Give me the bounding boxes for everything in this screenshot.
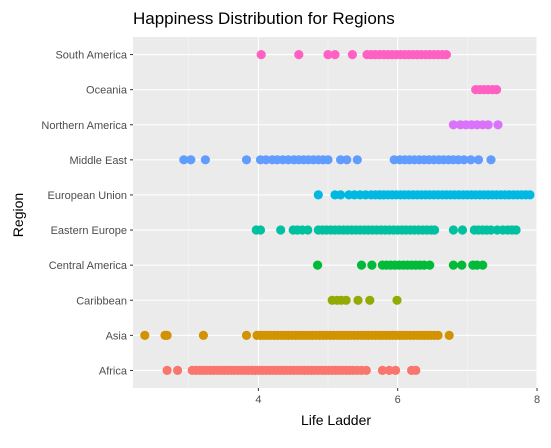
data-point	[186, 155, 196, 165]
data-point	[241, 330, 252, 340]
data-point	[276, 225, 286, 235]
data-point	[330, 50, 340, 60]
data-point	[241, 155, 252, 165]
data-point	[391, 365, 401, 375]
data-point	[392, 295, 402, 305]
data-point	[336, 190, 346, 200]
data-point	[473, 155, 484, 165]
data-point	[313, 260, 323, 270]
y-tick-label: Oceania	[86, 85, 128, 97]
data-point	[162, 330, 172, 340]
data-point	[347, 50, 357, 60]
data-point	[457, 225, 468, 235]
data-point	[256, 50, 266, 60]
y-tick-label: Caribbean	[76, 295, 127, 307]
data-point	[342, 155, 352, 165]
data-point	[352, 155, 362, 165]
x-axis-label: Life Ladder	[301, 412, 371, 428]
x-tick-label: 8	[534, 394, 540, 406]
data-point	[486, 155, 496, 165]
data-points	[140, 50, 535, 375]
data-point	[441, 50, 451, 60]
data-point	[444, 330, 454, 340]
data-point	[361, 365, 371, 375]
data-point	[448, 260, 458, 270]
y-tick-label: Eastern Europe	[51, 225, 127, 237]
y-tick-label: Central America	[49, 260, 128, 272]
data-point	[140, 330, 150, 340]
data-point	[198, 330, 208, 340]
data-point	[341, 295, 351, 305]
plot-panel	[133, 37, 537, 388]
chart-title: Happiness Distribution for Regions	[133, 9, 395, 28]
data-point	[486, 225, 496, 235]
data-point	[294, 50, 304, 60]
data-point	[365, 295, 375, 305]
data-point	[466, 155, 476, 165]
data-point	[448, 120, 458, 130]
data-point	[303, 225, 313, 235]
x-axis-ticks: 4 6 8	[255, 388, 540, 406]
y-tick-label: Middle East	[70, 155, 127, 167]
data-point	[411, 365, 421, 375]
y-tick-label: South America	[55, 50, 127, 62]
data-point	[162, 365, 172, 375]
data-point	[356, 260, 367, 270]
data-point	[492, 85, 502, 95]
data-point	[377, 365, 387, 375]
data-point	[367, 260, 377, 270]
data-point	[425, 260, 435, 270]
data-point	[173, 365, 183, 375]
data-point	[525, 190, 535, 200]
data-point	[511, 225, 521, 235]
data-point	[353, 295, 363, 305]
data-point	[448, 225, 458, 235]
x-tick-label: 4	[255, 394, 261, 406]
data-point	[459, 155, 469, 165]
data-point	[384, 365, 394, 375]
data-point	[457, 260, 467, 270]
data-point	[478, 260, 488, 270]
y-tick-label: Africa	[99, 365, 128, 377]
data-point	[179, 155, 189, 165]
y-tick-label: Asia	[106, 330, 128, 342]
y-tick-label: Northern America	[41, 120, 127, 132]
data-point	[323, 50, 333, 60]
y-axis-label: Region	[10, 193, 26, 237]
data-point	[493, 120, 503, 130]
data-point	[483, 120, 493, 130]
data-point	[200, 155, 210, 165]
data-point	[261, 155, 271, 165]
y-tick-label: European Union	[47, 190, 127, 202]
y-axis-ticks: Africa Asia Caribbean Central America Easter…	[41, 50, 133, 377]
data-point	[430, 225, 440, 235]
x-tick-label: 6	[395, 394, 401, 406]
data-point	[313, 190, 323, 200]
data-point	[323, 155, 333, 165]
data-point	[433, 330, 443, 340]
data-point	[255, 225, 266, 235]
